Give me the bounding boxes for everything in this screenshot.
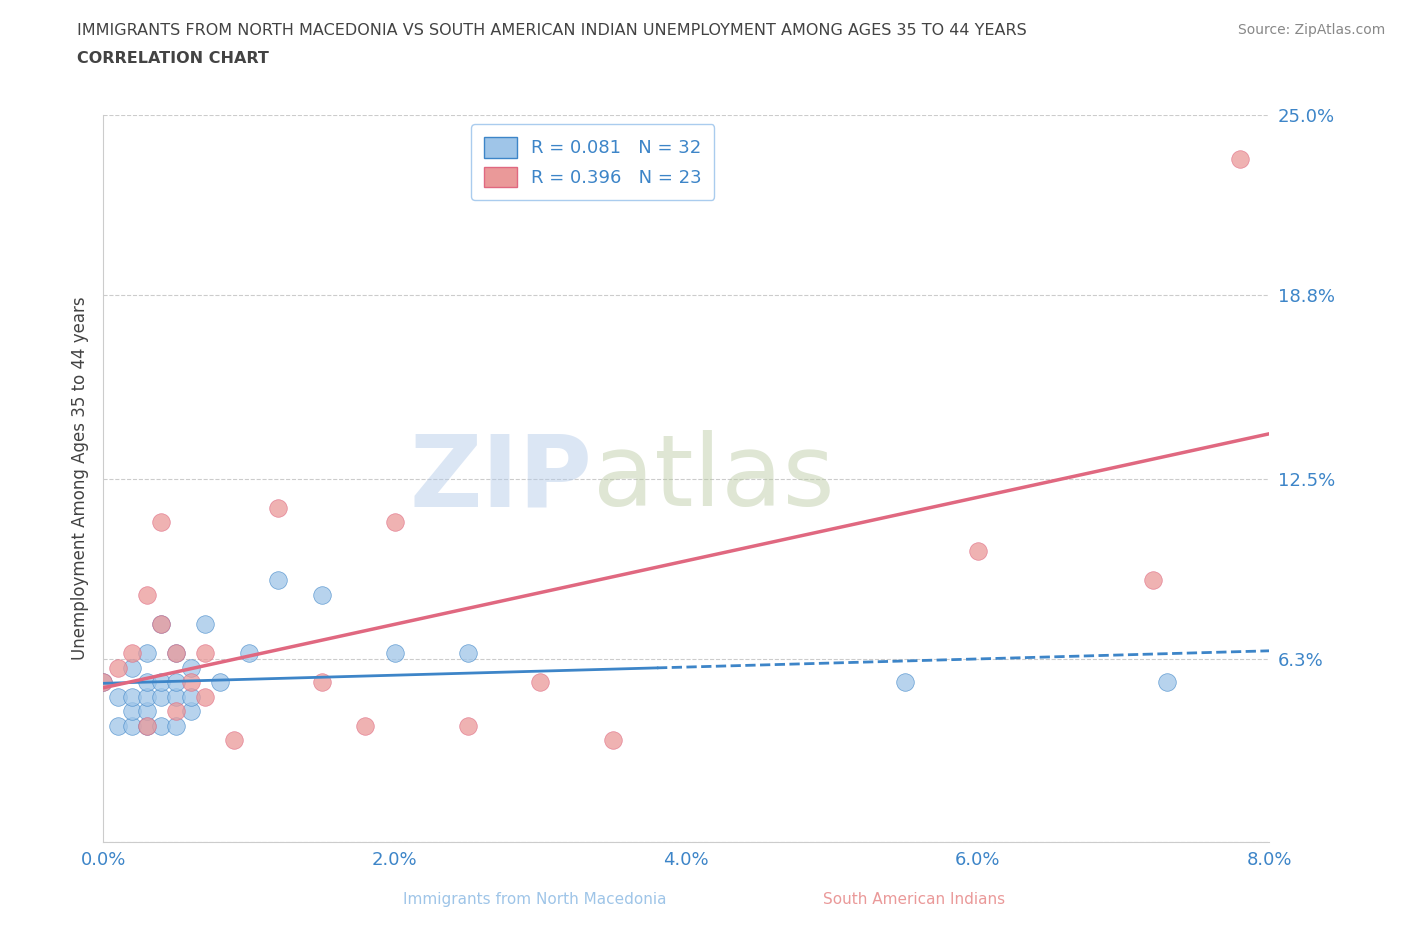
Point (224, 733, 246, 748)
Point (165, 645, 187, 660)
Point (966, 544, 988, 559)
Text: South American Indians: South American Indians (823, 892, 1005, 907)
Point (194, 689, 217, 704)
Y-axis label: Unemployment Among Ages 35 to 44 years: Unemployment Among Ages 35 to 44 years (72, 297, 89, 660)
Point (107, 689, 129, 704)
Text: ZIP: ZIP (411, 430, 593, 527)
Point (165, 675, 187, 690)
Point (135, 718, 157, 733)
Point (107, 660, 129, 675)
Point (135, 588, 157, 603)
Point (180, 675, 202, 690)
Point (135, 704, 157, 719)
Point (165, 718, 187, 733)
Point (457, 718, 479, 733)
Point (180, 704, 202, 719)
Point (150, 617, 173, 631)
Point (354, 718, 377, 733)
Point (165, 704, 187, 719)
Point (529, 675, 551, 690)
Point (311, 675, 333, 690)
Point (238, 645, 260, 660)
Text: Source: ZipAtlas.com: Source: ZipAtlas.com (1237, 23, 1385, 37)
Point (121, 689, 143, 704)
Point (150, 718, 173, 733)
Point (1142, 573, 1164, 588)
Point (602, 733, 624, 748)
Point (150, 675, 173, 690)
Point (194, 617, 217, 631)
Point (135, 718, 157, 733)
Point (135, 645, 157, 660)
Point (311, 588, 333, 603)
Point (457, 645, 479, 660)
Point (894, 675, 917, 690)
Point (267, 573, 290, 588)
Text: Immigrants from North Macedonia: Immigrants from North Macedonia (402, 892, 666, 907)
Point (384, 515, 406, 530)
Point (135, 689, 157, 704)
Text: IMMIGRANTS FROM NORTH MACEDONIA VS SOUTH AMERICAN INDIAN UNEMPLOYMENT AMONG AGES: IMMIGRANTS FROM NORTH MACEDONIA VS SOUTH… (77, 23, 1026, 38)
Point (165, 689, 187, 704)
Point (180, 689, 202, 704)
Point (180, 660, 202, 675)
Point (150, 689, 173, 704)
Point (121, 704, 143, 719)
Point (194, 645, 217, 660)
Point (121, 660, 143, 675)
Point (135, 675, 157, 690)
Point (91, 675, 114, 690)
Point (91, 675, 114, 690)
Point (384, 645, 406, 660)
Point (1229, 152, 1251, 166)
Legend: R = 0.081   N = 32, R = 0.396   N = 23: R = 0.081 N = 32, R = 0.396 N = 23 (471, 124, 714, 200)
Point (107, 718, 129, 733)
Point (165, 645, 187, 660)
Text: atlas: atlas (593, 430, 835, 527)
Point (267, 500, 290, 515)
Point (150, 617, 173, 631)
Text: CORRELATION CHART: CORRELATION CHART (77, 51, 269, 66)
Point (121, 718, 143, 733)
Point (150, 515, 173, 530)
Point (208, 675, 231, 690)
Point (1156, 675, 1178, 690)
Point (121, 645, 143, 660)
